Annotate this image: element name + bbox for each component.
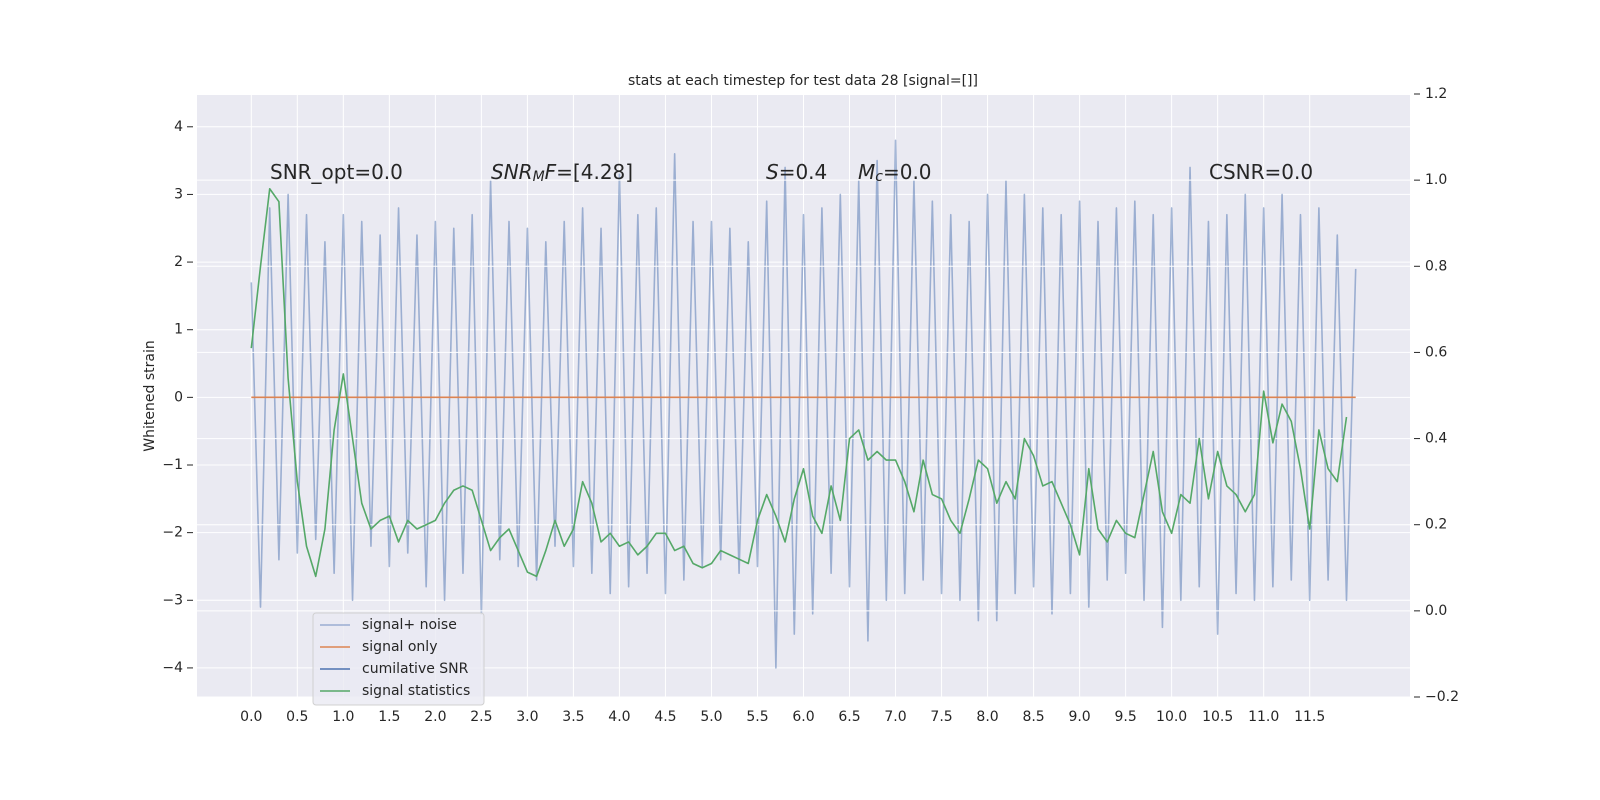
annotation: SNR_opt=0.0 xyxy=(270,160,403,184)
x-tick-label: 9.5 xyxy=(1114,709,1136,725)
annotation-part: M xyxy=(858,160,875,184)
legend-label: signal statistics xyxy=(362,683,470,699)
x-tick-label: 7.0 xyxy=(884,709,906,725)
annotation-part: =[4.28] xyxy=(556,160,633,184)
x-tick-label: 11.5 xyxy=(1294,709,1325,725)
y-tick-label: −4 xyxy=(162,660,183,676)
x-tick-label: 10.0 xyxy=(1156,709,1187,725)
annotation: CSNR=0.0 xyxy=(1209,160,1313,184)
x-tick-label: 5.0 xyxy=(700,709,722,725)
x-tick-label: 0.5 xyxy=(286,709,308,725)
line-series xyxy=(250,139,1357,669)
x-tick-label: 2.5 xyxy=(470,709,492,725)
y-tick-label: 3 xyxy=(174,186,183,202)
y2-tick-label: 0.8 xyxy=(1425,258,1447,274)
annotation-part: F xyxy=(545,160,557,184)
annotation: S=0.4 xyxy=(766,160,827,184)
y-tick-label: −1 xyxy=(162,457,183,473)
annotation-part: M xyxy=(533,169,545,185)
y-tick-label: 0 xyxy=(174,389,183,405)
y-tick-label: 4 xyxy=(174,119,183,135)
chart-title: stats at each timestep for test data 28 … xyxy=(628,73,978,89)
x-tick-label: 6.5 xyxy=(838,709,860,725)
x-tick-label: 0.0 xyxy=(240,709,262,725)
y2-tick-label: −0.2 xyxy=(1425,689,1459,705)
annotation-part: S xyxy=(766,160,779,184)
legend: signal+ noise signal only cumilative SNR si… xyxy=(312,612,485,706)
y2-tick-label: 0.0 xyxy=(1425,603,1447,619)
y2-tick-label: 1.0 xyxy=(1425,172,1447,188)
x-tick-label: 4.0 xyxy=(608,709,630,725)
y-tick-label: −2 xyxy=(162,525,183,541)
y2-tick-label: 0.2 xyxy=(1425,517,1447,533)
annotation-part: c xyxy=(875,169,883,185)
legend-label: signal only xyxy=(362,639,437,655)
x-tick-label: 8.5 xyxy=(1022,709,1044,725)
x-tick-label: 1.5 xyxy=(378,709,400,725)
annotation-part: =0.4 xyxy=(779,160,828,184)
x-tick-label: 4.5 xyxy=(654,709,676,725)
annotation-part: SNR xyxy=(491,160,533,184)
line-series xyxy=(250,187,1348,578)
y-tick-label: 2 xyxy=(174,254,183,270)
x-tick-label: 3.0 xyxy=(516,709,538,725)
x-tick-label: 8.0 xyxy=(976,709,998,725)
annotation-part: =0.0 xyxy=(883,160,932,184)
y-tick-label: −3 xyxy=(162,592,183,608)
x-tick-label: 9.0 xyxy=(1068,709,1090,725)
annotation: Mc=0.0 xyxy=(858,160,932,186)
annotation: SNRMF=[4.28] xyxy=(491,160,633,186)
y-axis-label: Whitened strain xyxy=(142,340,158,451)
x-tick-label: 5.5 xyxy=(746,709,768,725)
x-tick-label: 6.0 xyxy=(792,709,814,725)
y2-tick-label: 0.4 xyxy=(1425,431,1447,447)
legend-label: signal+ noise xyxy=(362,617,457,633)
x-tick-label: 3.5 xyxy=(562,709,584,725)
x-tick-label: 1.0 xyxy=(332,709,354,725)
annotation-part: CSNR=0.0 xyxy=(1209,160,1313,184)
x-tick-label: 10.5 xyxy=(1202,709,1233,725)
x-tick-label: 2.0 xyxy=(424,709,446,725)
y2-tick-label: 1.2 xyxy=(1425,86,1447,102)
y2-tick-label: 0.6 xyxy=(1425,344,1447,360)
y-tick-label: 1 xyxy=(174,322,183,338)
x-tick-label: 11.0 xyxy=(1248,709,1279,725)
legend-box xyxy=(312,612,485,706)
annotation-part: SNR_opt=0.0 xyxy=(270,160,403,184)
legend-label: cumilative SNR xyxy=(362,661,469,677)
x-tick-label: 7.5 xyxy=(930,709,952,725)
